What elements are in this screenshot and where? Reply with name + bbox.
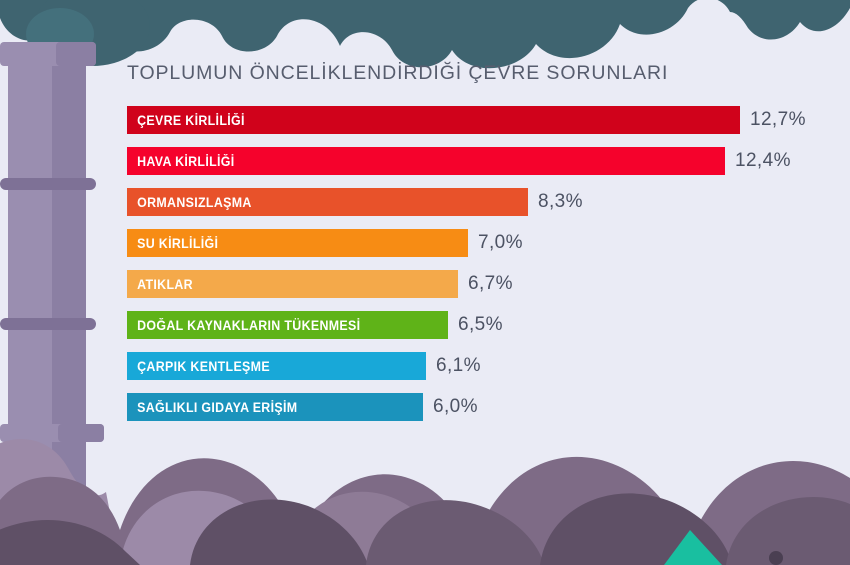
hill-mid-band — [0, 457, 850, 565]
chimney-body — [8, 62, 86, 532]
bar-category-label: SU KİRLİLİĞİ — [137, 235, 219, 251]
bar-row[interactable]: ORMANSIZLAŞMA 8,3% — [127, 188, 842, 216]
bar-category-label: DOĞAL KAYNAKLARIN TÜKENMESİ — [137, 317, 361, 333]
bar-value-label: 7,0% — [478, 232, 523, 253]
chimney-shadow-side — [52, 62, 86, 532]
bar-value-label: 6,5% — [458, 314, 503, 335]
bar-value-label: 8,3% — [538, 191, 583, 212]
bar-row[interactable]: SAĞLIKLI GIDAYA ERİŞİM 6,0% — [127, 393, 842, 421]
smoke-puff-left — [34, 0, 150, 66]
bar-chart: TOPLUMUN ÖNCELİKLENDİRDİĞİ ÇEVRE SORUNLA… — [127, 62, 842, 421]
bar-row[interactable]: ATIKLAR 6,7% — [127, 270, 842, 298]
hill-dark-a — [190, 499, 368, 565]
bar-row[interactable]: ÇARPIK KENTLEŞME 6,1% — [127, 352, 842, 380]
hill-dark-left — [0, 519, 140, 565]
bar-category-label: ORMANSIZLAŞMA — [137, 194, 252, 210]
bar-fill[interactable]: DOĞAL KAYNAKLARIN TÜKENMESİ — [127, 311, 448, 339]
bar-row[interactable]: DOĞAL KAYNAKLARIN TÜKENMESİ 6,5% — [127, 311, 842, 339]
hill-far-left — [0, 439, 120, 565]
hill-dark-c — [540, 493, 732, 565]
smoke-cloud-shape — [0, 0, 850, 69]
smoke-puff-stack — [26, 8, 94, 60]
bar-category-label: SAĞLIKLI GIDAYA ERİŞİM — [137, 399, 298, 415]
bar-fill[interactable]: ORMANSIZLAŞMA — [127, 188, 528, 216]
bar-value-label: 6,1% — [436, 355, 481, 376]
chimney-band-upper — [0, 178, 96, 190]
hill-dark-b — [366, 500, 544, 565]
bar-fill[interactable]: SU KİRLİLİĞİ — [127, 229, 468, 257]
bar-value-label: 6,7% — [468, 273, 513, 294]
bar-fill[interactable]: HAVA KİRLİLİĞİ — [127, 147, 725, 175]
chimney-base-flange-shadow — [58, 424, 104, 442]
smoke-cloud-group — [0, 0, 850, 69]
bar-value-label: 12,4% — [735, 150, 791, 171]
bar-list: ÇEVRE KİRLİLİĞİ 12,7% HAVA KİRLİLİĞİ 12,4% O… — [127, 106, 842, 421]
chimney-base-flange — [0, 424, 104, 442]
accent-dot — [769, 551, 783, 565]
bar-category-label: ÇEVRE KİRLİLİĞİ — [137, 112, 245, 128]
bar-category-label: ATIKLAR — [137, 276, 193, 292]
bar-category-label: ÇARPIK KENTLEŞME — [137, 358, 270, 374]
chimney-band-lower — [0, 318, 96, 330]
bar-row[interactable]: ÇEVRE KİRLİLİĞİ 12,7% — [127, 106, 842, 134]
chimney-cap — [0, 42, 96, 66]
chart-title: TOPLUMUN ÖNCELİKLENDİRDİĞİ ÇEVRE SORUNLA… — [127, 62, 669, 84]
hill-light-mound-a — [120, 490, 284, 565]
accent-triangle-icon — [664, 530, 722, 565]
chimney-cap-shadow — [56, 42, 96, 66]
bar-fill[interactable]: ÇARPIK KENTLEŞME — [127, 352, 426, 380]
hill-dark-d — [726, 497, 850, 565]
bar-fill[interactable]: SAĞLIKLI GIDAYA ERİŞİM — [127, 393, 423, 421]
smokestack-illustration — [0, 42, 104, 532]
bar-row[interactable]: SU KİRLİLİĞİ 7,0% — [127, 229, 842, 257]
hill-light-mound-b — [284, 491, 446, 565]
hills-group — [0, 439, 850, 565]
bar-value-label: 6,0% — [433, 396, 478, 417]
bar-fill[interactable]: ÇEVRE KİRLİLİĞİ — [127, 106, 740, 134]
bar-row[interactable]: HAVA KİRLİLİĞİ 12,4% — [127, 147, 842, 175]
bar-category-label: HAVA KİRLİLİĞİ — [137, 153, 235, 169]
bar-fill[interactable]: ATIKLAR — [127, 270, 458, 298]
bar-value-label: 12,7% — [750, 109, 806, 130]
